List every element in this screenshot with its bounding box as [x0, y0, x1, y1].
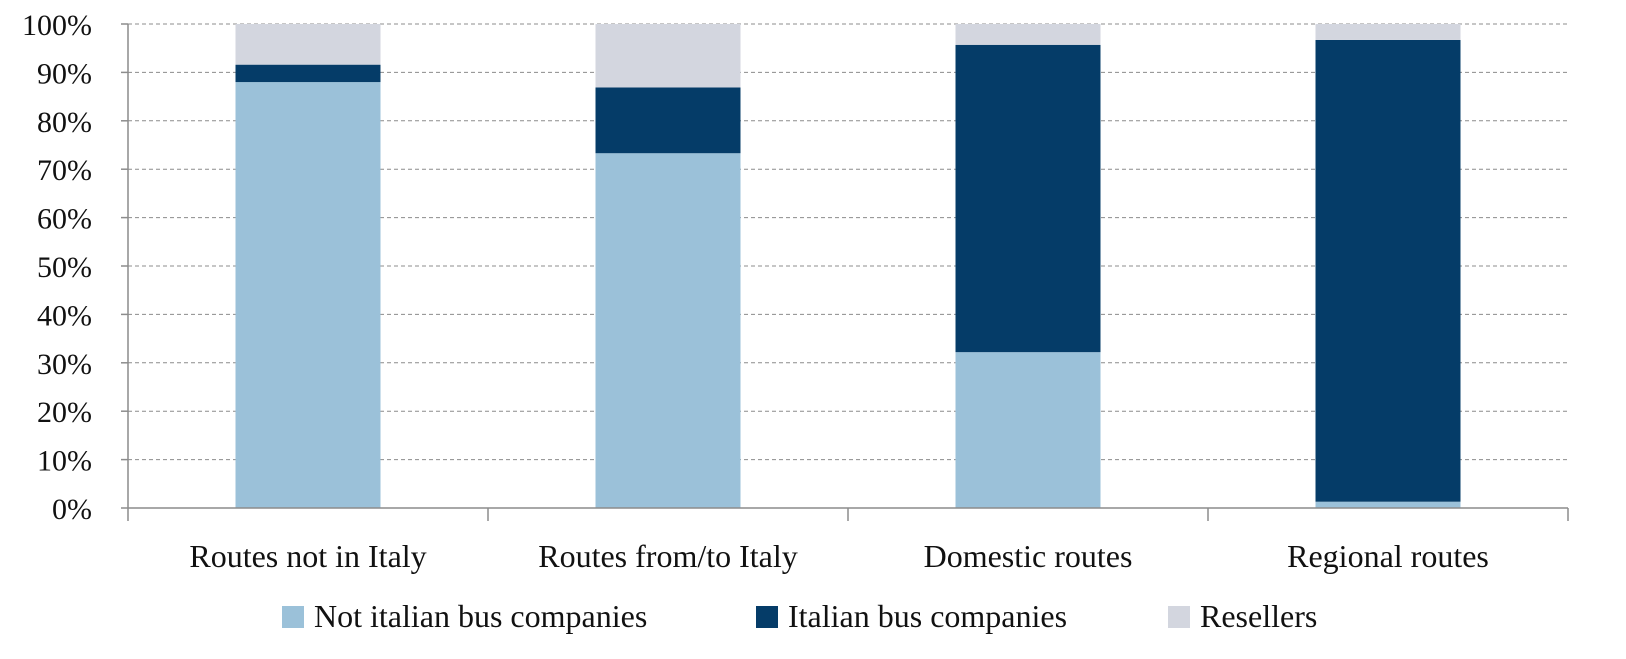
y-tick-label: 30% [37, 348, 92, 381]
y-tick-label: 20% [37, 396, 92, 429]
legend-swatch [756, 606, 778, 628]
legend-swatch [1168, 606, 1190, 628]
x-tick-labels: Routes not in Italy Routes from/to Italy D… [189, 538, 1489, 574]
axes [121, 23, 1569, 521]
y-tick-label: 100% [22, 9, 92, 42]
bar-segment [1315, 24, 1461, 40]
bar-segment [1315, 501, 1461, 508]
bars [235, 24, 1461, 508]
bar-segment [595, 87, 741, 154]
y-tick-label: 40% [37, 299, 92, 332]
y-tick-label: 70% [37, 154, 92, 187]
legend-label: Resellers [1200, 598, 1317, 634]
y-tick-label: 0% [52, 493, 92, 526]
bar-segment [595, 153, 741, 508]
y-tick-label: 80% [37, 106, 92, 139]
y-tick-labels: 0% 10% 20% 30% 40% 50% 60% 70% 80% 90% 100% [22, 9, 92, 526]
y-tick-label: 50% [37, 251, 92, 284]
bar-segment [955, 352, 1101, 508]
x-tick-label: Domestic routes [924, 538, 1133, 574]
bar-segment [235, 64, 381, 83]
y-tick-label: 90% [37, 57, 92, 90]
y-tick-label: 10% [37, 445, 92, 478]
bar-segment [595, 24, 741, 88]
bar-segment [235, 24, 381, 65]
x-tick-label: Regional routes [1287, 538, 1489, 574]
bar-segment [235, 82, 381, 508]
legend: Not italian bus companies Italian bus com… [282, 598, 1317, 634]
legend-swatch [282, 606, 304, 628]
y-tick-label: 60% [37, 203, 92, 236]
bar-segment [1315, 39, 1461, 502]
bar-segment [955, 24, 1101, 45]
x-tick-label: Routes from/to Italy [538, 538, 798, 574]
bar-segment [955, 44, 1101, 353]
x-tick-label: Routes not in Italy [189, 538, 426, 574]
legend-label: Not italian bus companies [314, 598, 647, 634]
legend-label: Italian bus companies [788, 598, 1067, 634]
